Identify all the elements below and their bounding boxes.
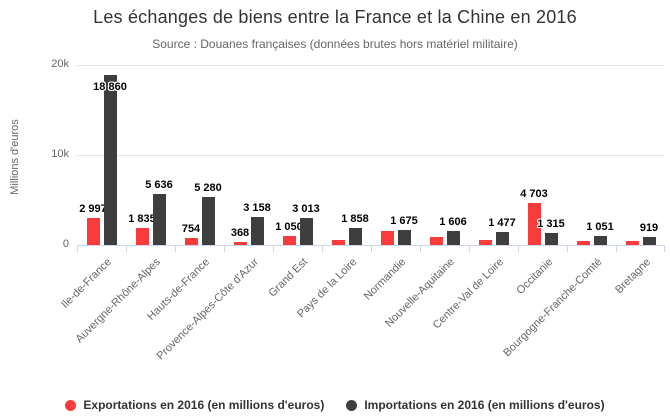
gridline: [77, 65, 665, 66]
data-label: 1 477: [488, 217, 516, 229]
x-axis-tick: [664, 246, 665, 252]
data-label: 5 280: [194, 182, 222, 194]
data-label: 1 835: [128, 213, 156, 225]
x-axis-category-label[interactable]: Bretagne: [612, 256, 653, 297]
x-axis-category-label[interactable]: Provence-Alpes-Côte d'Azur: [154, 256, 261, 363]
x-axis-tick: [126, 246, 127, 252]
data-label: 1 051: [586, 221, 614, 233]
x-axis-tick: [322, 246, 323, 252]
y-axis-tick-label: 10k: [51, 148, 69, 160]
imports-legend-marker-icon: [346, 399, 358, 411]
bar-imports[interactable]: [250, 217, 264, 245]
bar-exports[interactable]: [233, 242, 247, 245]
bar-exports[interactable]: [282, 236, 296, 245]
x-axis-labels: Ile-de-France Auvergne-Rhône-Alpes Hauts-d…: [59, 252, 665, 382]
bar-imports[interactable]: [397, 230, 411, 245]
legend: Exportations en 2016 (en millions d'euro…: [0, 398, 670, 412]
chart-title: Les échanges de biens entre la France et…: [93, 7, 577, 27]
y-axis-tick-label: 20k: [51, 58, 69, 70]
data-label: 1 315: [537, 218, 565, 230]
data-label: 1 606: [439, 216, 467, 228]
data-label: 3 013: [292, 203, 320, 215]
data-label: 4 703: [520, 188, 548, 200]
data-label: 368: [230, 227, 250, 239]
bar-imports[interactable]: [152, 194, 166, 245]
bar-imports[interactable]: [446, 231, 460, 245]
x-axis-tick: [77, 246, 78, 252]
bar-imports[interactable]: [642, 237, 656, 245]
y-axis-labels: 0 10k 20k: [0, 0, 69, 260]
chart-subtitle: Source : Douanes françaises (données bru…: [152, 37, 518, 51]
legend-item-imports[interactable]: Importations en 2016 (en millions d'euro…: [346, 398, 605, 412]
bar-exports[interactable]: [184, 238, 198, 245]
legend-item-exports[interactable]: Exportations en 2016 (en millions d'euro…: [65, 398, 324, 412]
bar-exports[interactable]: [625, 241, 639, 245]
legend-label: Importations en 2016 (en millions d'euro…: [364, 398, 605, 412]
x-axis-tick: [518, 246, 519, 252]
data-label: 2 997: [79, 203, 107, 215]
data-label: 1 858: [341, 213, 369, 225]
x-axis-category-label[interactable]: Auvergne-Rhône-Alpes: [73, 256, 163, 346]
bar-exports[interactable]: [576, 241, 590, 245]
x-axis-tick: [420, 246, 421, 252]
x-axis-tick: [273, 246, 274, 252]
x-axis-category-label[interactable]: Normandie: [361, 256, 408, 303]
data-label: 1 675: [390, 215, 418, 227]
data-label: 1 050: [275, 221, 303, 233]
y-axis-tick-label: 0: [62, 238, 69, 250]
data-label: 5 636: [145, 179, 173, 191]
bar-exports[interactable]: [135, 228, 149, 245]
gridline: [77, 155, 665, 156]
x-axis-tick: [224, 246, 225, 252]
x-axis-tick: [175, 246, 176, 252]
bar-exports[interactable]: [429, 237, 443, 245]
data-label: 754: [181, 223, 201, 235]
data-label: 3 158: [243, 202, 271, 214]
bar-exports[interactable]: [86, 218, 100, 245]
x-axis-tick: [469, 246, 470, 252]
x-axis-category-label[interactable]: Occitanie: [514, 256, 555, 297]
bar-imports[interactable]: [593, 236, 607, 245]
bar-imports[interactable]: [201, 197, 215, 245]
data-label: 18 860: [93, 81, 127, 93]
bar-imports[interactable]: [495, 232, 509, 245]
bar-exports[interactable]: [478, 240, 492, 245]
x-axis-tick: [616, 246, 617, 252]
data-label: 919: [639, 222, 659, 234]
bar-imports[interactable]: [348, 228, 362, 245]
exports-legend-marker-icon: [65, 399, 77, 411]
x-axis-tick: [567, 246, 568, 252]
bar-imports[interactable]: [103, 75, 117, 245]
bar-imports[interactable]: [544, 233, 558, 245]
x-axis-tick: [371, 246, 372, 252]
x-axis-category-label[interactable]: Bourgogne-Franche-Comté: [500, 256, 604, 360]
legend-label: Exportations en 2016 (en millions d'euro…: [83, 398, 325, 412]
bar-imports[interactable]: [299, 218, 313, 245]
bar-exports[interactable]: [380, 231, 394, 245]
plot-area: 2 997 1 835 754 368 1 050 4 703 18 860 5 636 5 2…: [77, 65, 665, 252]
bar-exports[interactable]: [527, 203, 541, 245]
x-axis-category-label[interactable]: Grand Est: [266, 256, 310, 300]
x-axis-category-label[interactable]: Ile-de-France: [59, 256, 114, 311]
bar-exports[interactable]: [331, 240, 345, 245]
